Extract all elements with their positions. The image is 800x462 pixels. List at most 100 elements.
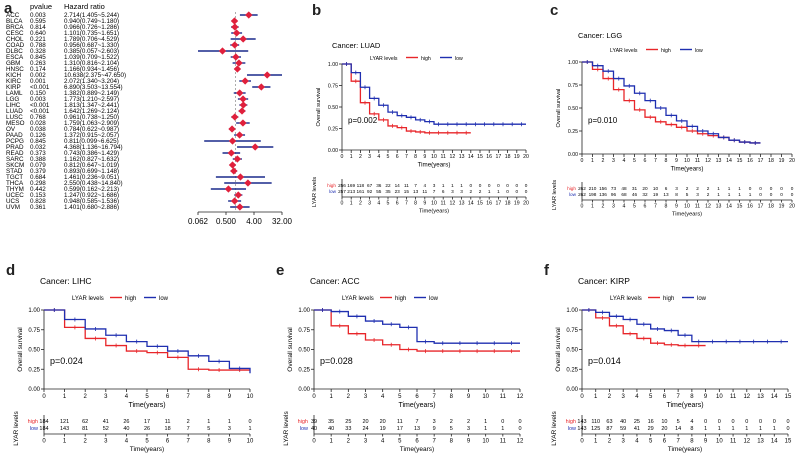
forest-cancer-label: CHOL <box>6 36 24 43</box>
km-risk-x-tick-label: 4 <box>623 204 626 210</box>
km-legend-high-label: high <box>395 296 406 302</box>
km-risk-low-count: 1 <box>488 189 491 194</box>
km-risk-low-count: 3 <box>228 426 231 432</box>
km-risk-high-count: 256 <box>338 183 346 188</box>
km-risk-low-count: 6 <box>442 189 445 194</box>
km-curve-low <box>314 309 520 344</box>
km-risk-x-tick-label: 6 <box>644 204 647 210</box>
km-risk-low-count: 5 <box>686 192 689 197</box>
km-risk-x-tick-label: 16 <box>747 204 753 210</box>
km-risk-low-count: 96 <box>611 192 617 197</box>
forest-point <box>239 119 247 127</box>
km-risk-low-count: 125 <box>591 426 600 432</box>
km-x-tick-label: 20 <box>789 158 795 164</box>
forest-pvalue: 0.373 <box>30 150 46 157</box>
forest-hr-text: 0.961(0.738~1.250) <box>64 114 119 121</box>
km-risk-low-count: 40 <box>311 426 317 432</box>
km-x-label: Time(years) <box>671 165 704 172</box>
km-risk-high-count: 3 <box>433 419 436 425</box>
km-risk-low-count: 257 <box>338 189 346 194</box>
km-risk-high-count: 0 <box>497 183 500 188</box>
forest-pvalue: 0.028 <box>30 120 46 127</box>
km-x-tick-label: 2 <box>602 158 605 164</box>
km-risk-high-count: 0 <box>749 186 752 191</box>
km-risk-x-tick-label: 4 <box>377 201 380 207</box>
forest-pvalue: 0.298 <box>30 180 46 187</box>
forest-pvalue: 0.038 <box>30 126 46 133</box>
km-risk-x-tick-label: 5 <box>387 201 390 207</box>
km-x-label: Time(years) <box>666 402 703 409</box>
km-risk-low-count: 81 <box>82 426 88 432</box>
km-risk-high-count: 0 <box>745 419 748 425</box>
km-x-tick-label: 0 <box>312 394 316 400</box>
forest-cancer-label: THYM <box>6 186 24 193</box>
km-risk-low-count: 1 <box>728 192 731 197</box>
forest-cancer-label: COAD <box>6 42 25 49</box>
forest-cancer-label: KIRP <box>6 84 21 91</box>
forest-cancer-label: PCPG <box>6 138 24 145</box>
km-risk-low-count: 17 <box>397 426 403 432</box>
km-risk-x-tick-label: 9 <box>423 201 426 207</box>
km-risk-high-count: 4 <box>423 183 426 188</box>
forest-point <box>239 95 247 103</box>
km-risk-x-label: Time(years) <box>672 211 702 217</box>
forest-cancer-label: KIRC <box>6 78 21 85</box>
km-risk-low-count: 0 <box>759 192 762 197</box>
km-risk-x-tick-label: 9 <box>467 439 471 445</box>
km-risk-x-tick-label: 18 <box>505 201 511 207</box>
km-risk-x-tick-label: 5 <box>145 439 149 445</box>
km-risk-x-tick-label: 0 <box>341 201 344 207</box>
km-risk-x-tick-label: 17 <box>496 201 502 207</box>
km-risk-x-tick-label: 9 <box>228 439 232 445</box>
km-x-tick-label: 15 <box>477 154 483 160</box>
forest-cancer-label: SKCM <box>6 162 24 169</box>
km-x-label: Time(years) <box>128 402 165 409</box>
forest-cancer-label: LIHC <box>6 102 21 109</box>
km-y-tick-label: 0.75 <box>298 328 310 334</box>
km-risk-high-count: 20 <box>380 419 386 425</box>
km-risk-high-count: 22 <box>385 183 391 188</box>
km-risk-low-count: 213 <box>347 189 355 194</box>
km-risk-low-count: 3 <box>451 189 454 194</box>
km-y-label: Overall survival <box>316 88 322 127</box>
km-risk-high-count: 39 <box>311 419 317 425</box>
km-risk-high-count: 169 <box>347 183 355 188</box>
km-risk-low-count: 0 <box>515 189 518 194</box>
km-x-tick-label: 6 <box>415 394 419 400</box>
km-risk-low-count: 3 <box>467 426 470 432</box>
km-x-tick-label: 5 <box>633 158 636 164</box>
forest-pvalue: <0.001 <box>30 108 50 115</box>
forest-cancer-label: PRAD <box>6 144 24 151</box>
km-y-tick-label: 1.00 <box>566 308 578 314</box>
forest-cancer-label: LGG <box>6 96 19 103</box>
km-risk-low-count: 3 <box>696 192 699 197</box>
forest-hr-text: 0.811(0.099~6.625) <box>64 138 119 145</box>
km-risk-high-count: 0 <box>759 419 762 425</box>
km-y-tick-label: 0.75 <box>328 84 338 90</box>
forest-point <box>244 179 252 187</box>
km-risk-high-count: 1 <box>207 419 210 425</box>
km-risk-low-count: 40 <box>123 426 129 432</box>
km-risk-x-tick-label: 11 <box>500 439 507 445</box>
forest-hr-text: 2.550(0.438~14.840) <box>64 180 123 187</box>
forest-point <box>234 191 242 199</box>
km-x-tick-label: 19 <box>779 158 785 164</box>
km-risk-high-count: 10 <box>653 186 659 191</box>
km-risk-low-count: 143 <box>577 426 586 432</box>
km-y-tick-label: 0.00 <box>298 387 310 393</box>
km-x-tick-label: 10 <box>247 394 254 400</box>
forest-point <box>230 197 239 205</box>
forest-hr-text: 1.166(0.934~1.456) <box>64 66 119 73</box>
km-risk-high-count: 0 <box>704 419 707 425</box>
forest-pvalue: 0.174 <box>30 66 46 73</box>
km-x-tick-label: 15 <box>785 394 792 400</box>
forest-cancer-label: LUAD <box>6 108 23 115</box>
km-risk-low-count: 40 <box>328 426 334 432</box>
forest-hr-text: 1.372(0.915~2.057) <box>64 132 119 139</box>
km-risk-low-count: 26 <box>144 426 150 432</box>
km-risk-high-count: 3 <box>675 186 678 191</box>
km-risk-x-tick-label: 12 <box>743 439 750 445</box>
km-risk-x-tick-label: 8 <box>690 439 694 445</box>
forest-plot: pvalue Hazard ratio ACC 0.003 2.714(1.405~5.… <box>6 2 293 225</box>
